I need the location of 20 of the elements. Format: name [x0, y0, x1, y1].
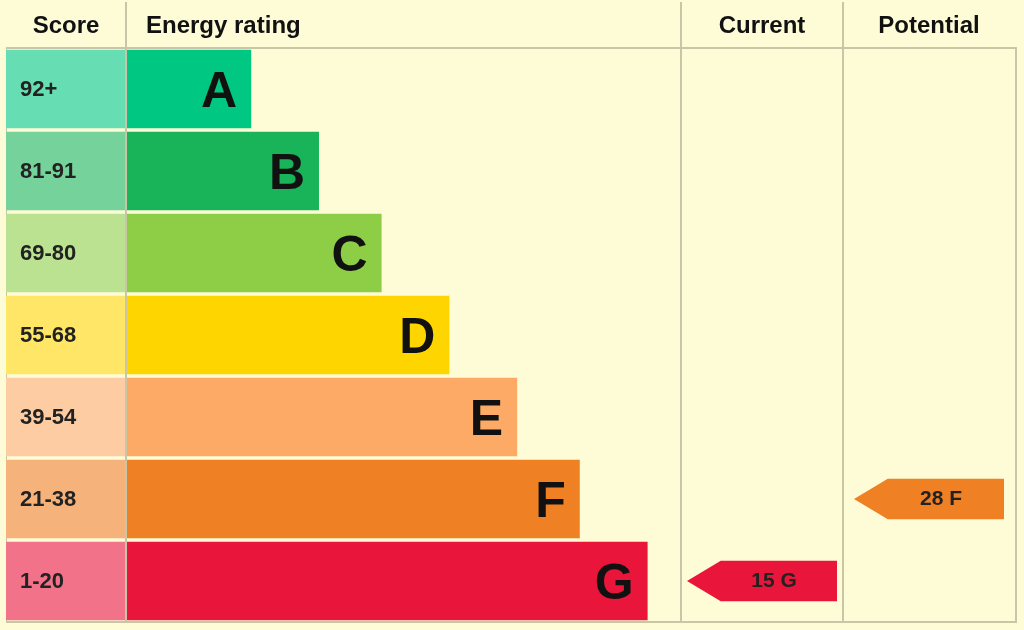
y-tick-label: E [469, 390, 504, 446]
text: 92+ [20, 76, 58, 101]
text: 81-91 [20, 158, 77, 183]
text: Score [32, 11, 100, 38]
text: 55-68 [20, 322, 77, 347]
y-tick-label: C [331, 226, 368, 282]
text: Potential [878, 11, 980, 38]
text: 69-80 [20, 240, 77, 265]
text: 15 G [751, 568, 797, 591]
text: Current [718, 11, 806, 38]
y-tick-label: B [268, 144, 305, 200]
y-tick-label: D [399, 308, 436, 364]
y-tick-label: F [535, 472, 566, 528]
x-axis-title: Energy rating [146, 11, 301, 38]
text: 21-38 [20, 486, 77, 511]
y-tick-label: G [594, 554, 634, 610]
text: 28 F [919, 486, 963, 509]
y-tick-label: A [201, 62, 238, 118]
text: 39-54 [20, 404, 78, 429]
text: 1-20 [20, 568, 65, 593]
